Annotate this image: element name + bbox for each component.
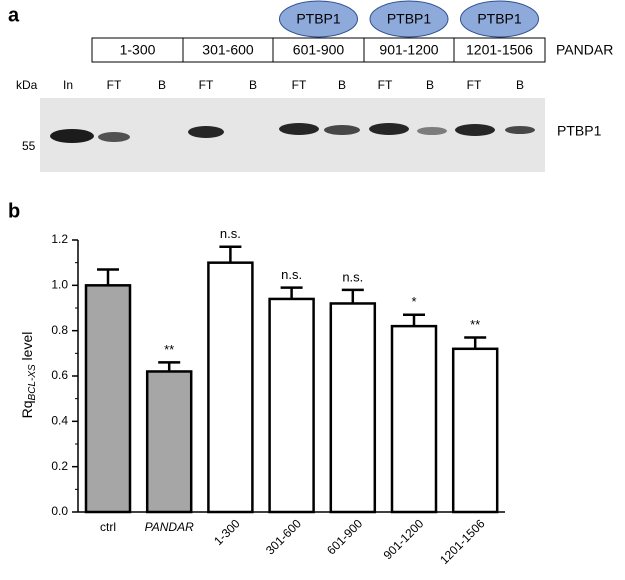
x-tick-label: 601-900 <box>324 516 365 557</box>
bar <box>207 261 254 514</box>
lane-label: B <box>516 78 524 92</box>
segment-label: 301-600 <box>202 42 254 58</box>
lane-label: B <box>426 78 434 92</box>
segment-box <box>182 37 274 63</box>
y-tick-label: 0.2 <box>51 459 68 473</box>
lane-label: FT <box>378 78 393 92</box>
y-label-main: Rq <box>19 400 35 418</box>
panel-label: a <box>8 4 20 26</box>
lane-label: B <box>249 78 257 92</box>
x-tick-label: ctrl <box>100 520 116 534</box>
bar <box>84 284 132 514</box>
y-tick-label: 0.4 <box>51 414 68 428</box>
significance-label: * <box>411 294 416 309</box>
segment-label: 1201-1506 <box>466 42 533 58</box>
marker-label: 55 <box>22 139 36 153</box>
y-tick-label: 1.0 <box>51 278 68 292</box>
kda-label: kDa <box>16 78 38 92</box>
bar <box>451 347 499 514</box>
construct-label: PANDAR <box>556 42 613 58</box>
binder-label: PTBP1 <box>296 11 341 27</box>
x-tick-label: 901-1200 <box>381 516 427 562</box>
segment-box <box>453 37 546 63</box>
significance-label: ** <box>470 317 480 332</box>
bar <box>390 324 438 514</box>
y-tick-label: 0.8 <box>51 323 68 337</box>
segment-label: 901-1200 <box>379 42 438 58</box>
lane-label: FT <box>107 78 122 92</box>
lane-label: B <box>158 78 166 92</box>
significance-label: n.s. <box>281 267 302 282</box>
x-tick-label: 301-600 <box>263 516 304 557</box>
y-tick-label: 0.0 <box>51 504 68 518</box>
y-label-sub: BCL-XS <box>27 364 38 400</box>
y-axis-label: RqBCL-XS level <box>19 332 38 419</box>
y-tick-label: 1.2 <box>51 232 68 246</box>
binder-oval <box>460 0 539 38</box>
x-tick-label: PANDAR <box>145 520 194 534</box>
x-tick-label: 1201-1506 <box>437 516 488 567</box>
lane-label: B <box>338 78 346 92</box>
binder-label: PTBP1 <box>387 11 432 27</box>
bands <box>50 123 535 143</box>
lane-label: FT <box>292 78 307 92</box>
x-tick-label: 1-300 <box>211 516 243 548</box>
lane-label: In <box>63 78 73 92</box>
binder-oval <box>279 0 358 38</box>
y-label-rest: level <box>19 332 35 365</box>
protein-label: PTBP1 <box>557 123 602 139</box>
bar <box>268 297 315 514</box>
segment-label: 1-300 <box>120 42 156 58</box>
binder-oval <box>369 0 449 38</box>
significance-label: n.s. <box>220 226 241 241</box>
significance-label: ** <box>164 342 174 357</box>
lane-label: FT <box>199 78 214 92</box>
bar <box>329 302 377 514</box>
panel-label: b <box>8 200 20 222</box>
lane-label: FT <box>467 78 482 92</box>
binder-label: PTBP1 <box>477 11 522 27</box>
segment-label: 601-900 <box>293 42 345 58</box>
segment-box <box>363 37 455 63</box>
significance-label: n.s. <box>342 269 363 284</box>
y-tick-label: 0.6 <box>51 368 68 382</box>
bar <box>145 370 193 514</box>
